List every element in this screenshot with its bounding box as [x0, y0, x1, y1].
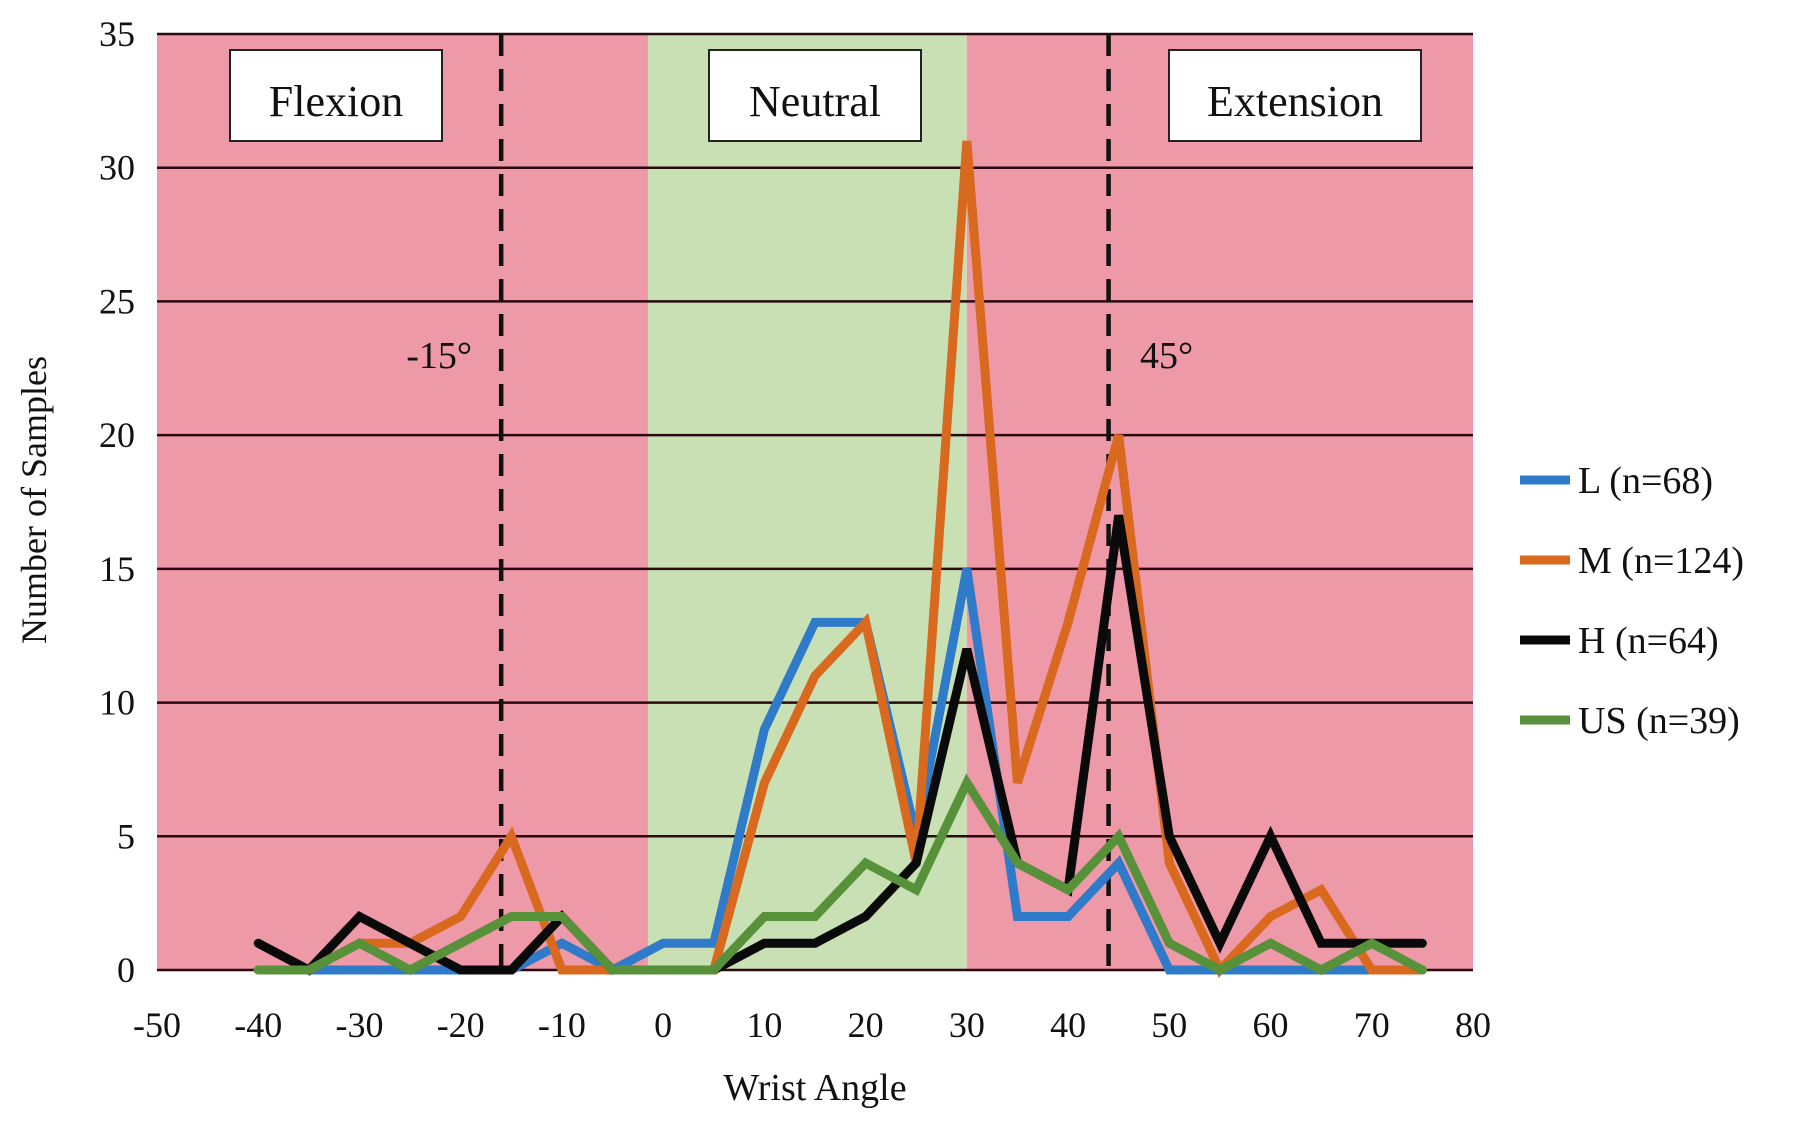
legend-label: US (n=39) [1578, 700, 1740, 742]
x-tick-label: -50 [133, 1005, 181, 1045]
reference-label: -15° [406, 335, 472, 377]
x-tick-label: -20 [437, 1005, 485, 1045]
series-line [253, 773, 1427, 976]
region-label: Neutral [749, 77, 881, 126]
region-label-box [1168, 49, 1422, 142]
x-tick-label: 40 [1050, 1005, 1086, 1045]
y-tick-label: 25 [99, 281, 135, 321]
reference-label: 45° [1140, 335, 1193, 377]
x-tick-label: 30 [949, 1005, 985, 1045]
x-tick-label: 80 [1455, 1005, 1491, 1045]
y-tick-label: 15 [99, 549, 135, 589]
legend-label: H (n=64) [1578, 620, 1719, 662]
legend-label: L (n=68) [1578, 460, 1713, 502]
x-tick-label: -10 [538, 1005, 586, 1045]
y-tick-label: 35 [99, 14, 135, 54]
x-tick-label: -40 [234, 1005, 282, 1045]
x-tick-label: 60 [1253, 1005, 1289, 1045]
region-extension [966, 34, 1473, 970]
y-tick-label: 0 [117, 950, 135, 990]
x-tick-label: 0 [654, 1005, 672, 1045]
region-label: Extension [1207, 77, 1383, 126]
y-tick-label: 30 [99, 148, 135, 188]
y-tick-label: 10 [99, 683, 135, 723]
legend-label: M (n=124) [1578, 540, 1744, 582]
x-tick-label: 20 [848, 1005, 884, 1045]
x-axis-title: Wrist Angle [723, 1067, 906, 1109]
x-tick-label: 10 [746, 1005, 782, 1045]
series-line [253, 514, 1427, 976]
region-label-box [229, 49, 443, 142]
y-axis-title: Number of Samples [14, 356, 54, 644]
region-flexion [157, 34, 648, 970]
y-tick-label: 5 [117, 816, 135, 856]
region-label: Flexion [269, 77, 403, 126]
x-tick-label: -30 [335, 1005, 383, 1045]
x-tick-label: 50 [1151, 1005, 1187, 1045]
y-tick-label: 20 [99, 415, 135, 455]
x-tick-label: 70 [1354, 1005, 1390, 1045]
region-label-box [708, 49, 922, 142]
